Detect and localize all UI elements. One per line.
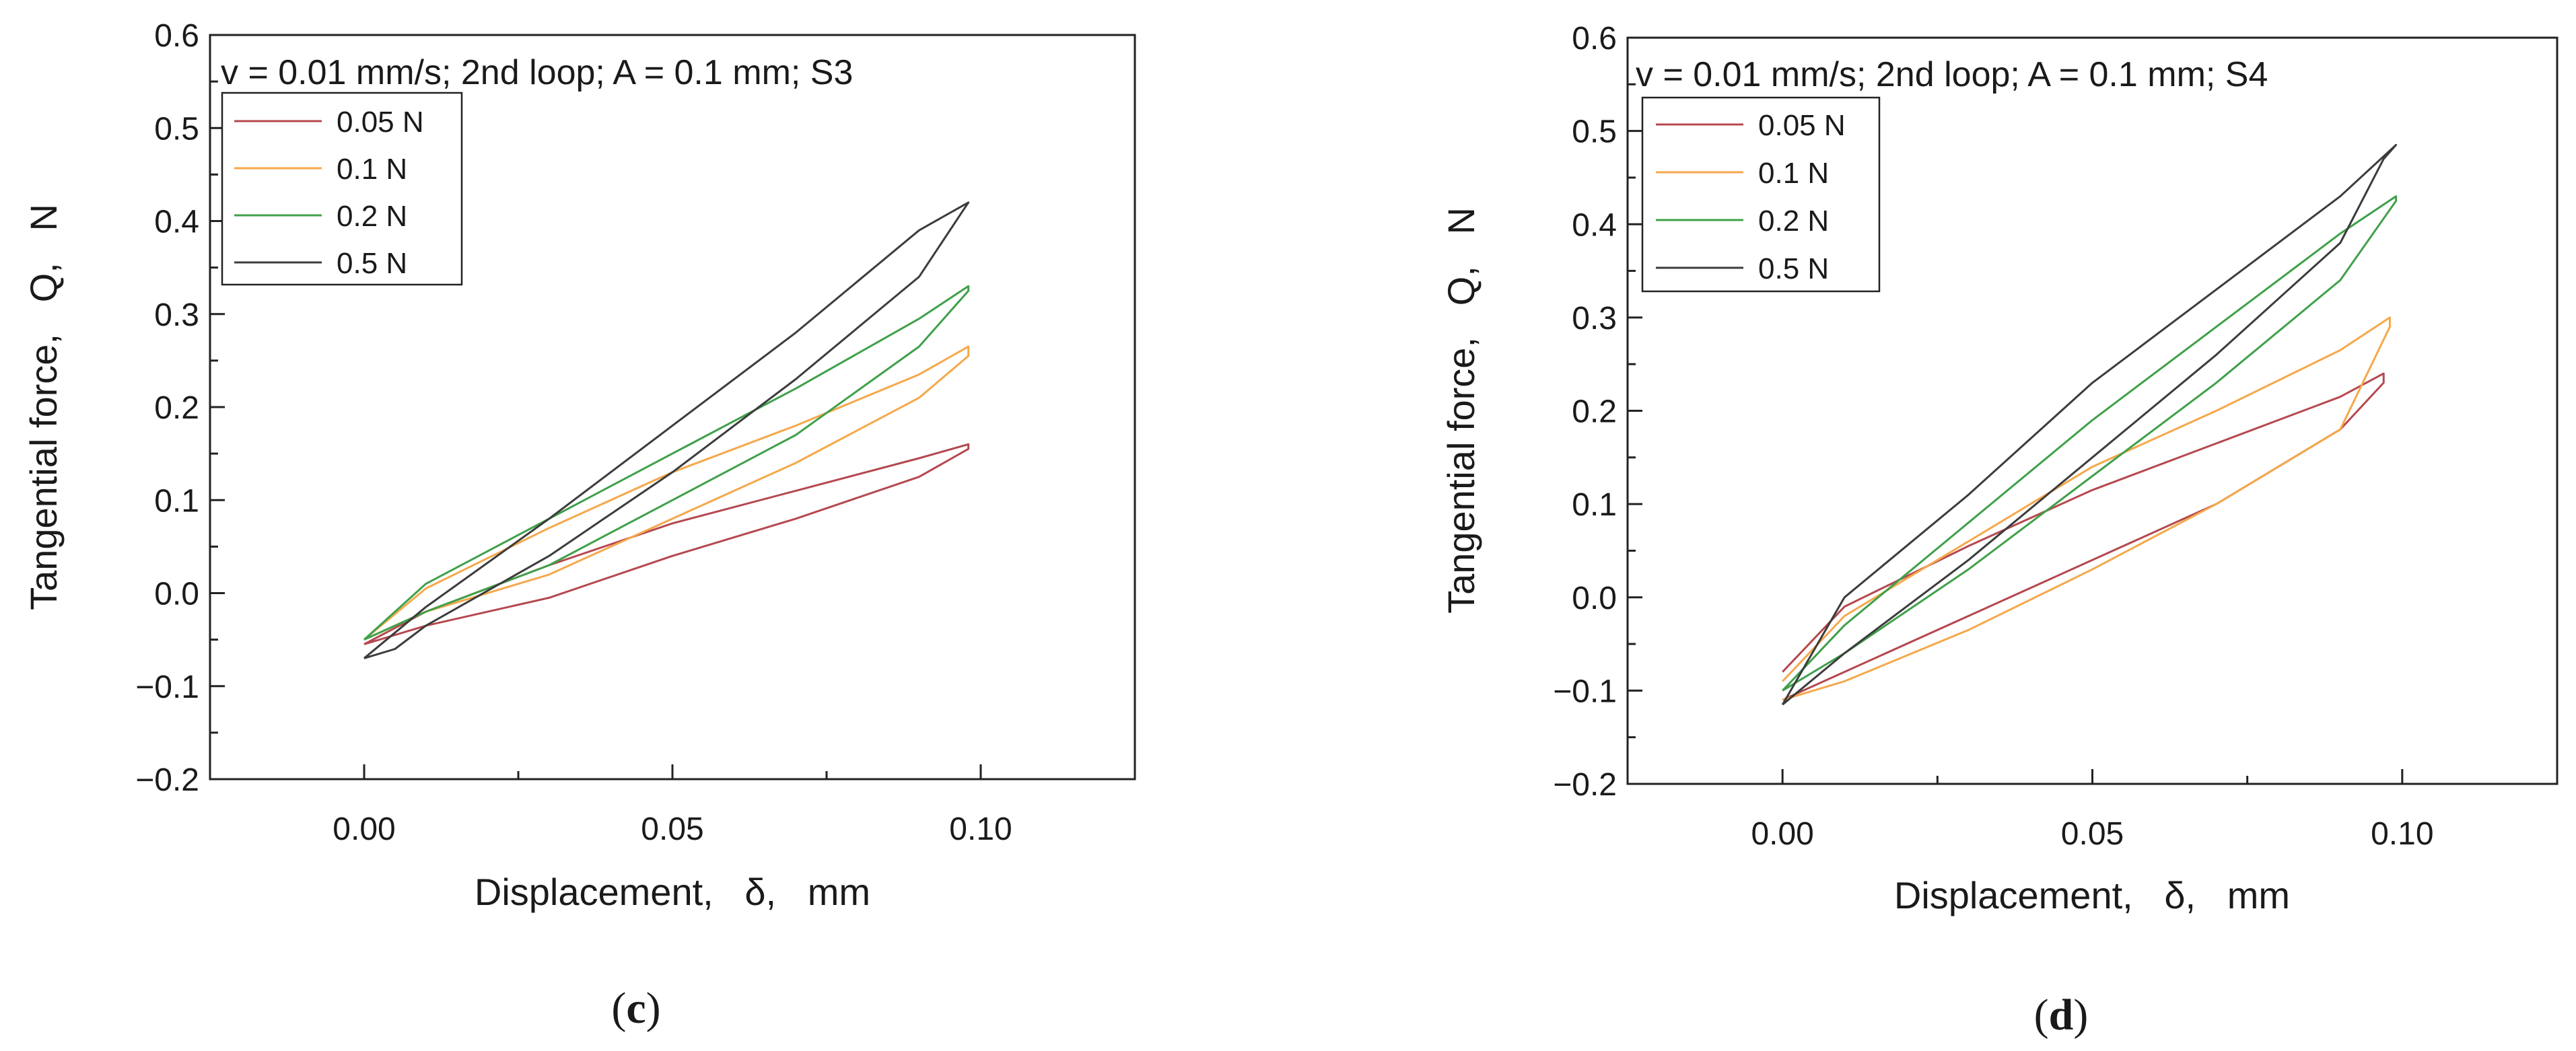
y-tick-label: −0.2: [1553, 767, 1617, 803]
y-tick-label: 0.2: [154, 390, 199, 426]
y-tick-label: 0.2: [1572, 394, 1617, 430]
series-line-0.2-n: [1782, 195, 2398, 692]
caption-letter: d: [2049, 990, 2074, 1040]
legend-entry: 0.1 N: [337, 153, 407, 186]
y-tick-label: 0.4: [1572, 207, 1617, 243]
axis-ticks: [1628, 36, 2404, 785]
legend-entry: 0.5 N: [337, 247, 407, 280]
legend-box: [221, 92, 463, 286]
panel-caption: (d): [2034, 990, 2089, 1040]
legend-entry: 0.05 N: [337, 106, 424, 139]
panel-d: 0.00 0.05 0.10 −0.2 −0.1 0.0 0.1 0.2 0.3 0.4 0.5 0…: [1440, 21, 2558, 1040]
y-tick-label: 0.6: [1572, 21, 1617, 57]
series-line-0.05-n: [1782, 372, 2385, 701]
axis-ticks: [210, 34, 982, 781]
series-line-0.5-n: [363, 201, 970, 659]
x-tick-label: 0.10: [2371, 816, 2433, 852]
panel-caption: (c): [611, 984, 660, 1033]
x-axis-label: Displacement, δ, mm: [1894, 874, 2290, 916]
legend-entry: 0.2 N: [1758, 205, 1829, 238]
y-tick-label: 0.1: [154, 483, 199, 519]
y-tick-label: 0.3: [1572, 301, 1617, 336]
series-line-0.5-n: [1781, 143, 2398, 706]
y-tick-label: −0.1: [1553, 674, 1617, 709]
y-axis-label: Tangential force, Q, N: [22, 204, 65, 610]
x-tick-label: 0.05: [2061, 816, 2124, 852]
legend: 0.05 N 0.1 N 0.2 N 0.5 N: [1641, 96, 1881, 293]
x-axis-label: Displacement, δ, mm: [475, 871, 870, 913]
series-line-0.05-n: [363, 443, 970, 645]
legend-entry: 0.2 N: [337, 200, 407, 233]
series-line-0.1-n: [363, 345, 970, 641]
chart-title: v = 0.01 mm/s; 2nd loop; A = 0.1 mm; S4: [1636, 55, 2268, 94]
caption-letter: c: [626, 984, 646, 1033]
x-tick-label: 0.05: [641, 811, 703, 847]
x-tick-labels: 0.00 0.05 0.10: [333, 811, 1012, 847]
legend-entry: 0.05 N: [1758, 109, 1846, 142]
chart-title: v = 0.01 mm/s; 2nd loop; A = 0.1 mm; S3: [221, 53, 853, 92]
legend-entry: 0.1 N: [1758, 157, 1829, 190]
y-axis-label: Tangential force, Q, N: [1440, 207, 1482, 614]
series-layer: [363, 201, 970, 659]
y-tick-label: 0.5: [1572, 114, 1617, 150]
y-tick-labels: −0.2 −0.1 0.0 0.1 0.2 0.3 0.4 0.5 0.6: [135, 18, 199, 798]
y-tick-label: 0.5: [154, 111, 199, 147]
y-tick-label: −0.2: [135, 762, 199, 798]
y-tick-label: −0.1: [135, 669, 199, 705]
series-layer: [1781, 143, 2398, 706]
legend-entry: 0.5 N: [1758, 252, 1829, 285]
series-line-0.1-n: [1782, 316, 2391, 701]
y-tick-label: 0.4: [154, 205, 199, 240]
y-tick-label: 0.0: [154, 577, 199, 612]
y-tick-label: 0.0: [1572, 581, 1617, 616]
x-tick-label: 0.10: [949, 811, 1012, 847]
y-tick-labels: −0.2 −0.1 0.0 0.1 0.2 0.3 0.4 0.5 0.6: [1553, 21, 1617, 803]
y-tick-label: 0.6: [154, 18, 199, 54]
x-tick-labels: 0.00 0.05 0.10: [1751, 816, 2433, 852]
y-tick-label: 0.3: [154, 297, 199, 333]
legend: 0.05 N 0.1 N 0.2 N 0.5 N: [221, 92, 463, 286]
legend-box: [1641, 96, 1881, 293]
series-line-0.2-n: [363, 285, 970, 641]
panel-c: 0.00 0.05 0.10 −0.2 −0.1 0.0 0.1 0.2 0.3 0.4 0.5 0…: [22, 18, 1136, 1033]
y-tick-label: 0.1: [1572, 487, 1617, 523]
x-tick-label: 0.00: [333, 811, 395, 847]
x-tick-label: 0.00: [1751, 816, 1813, 852]
